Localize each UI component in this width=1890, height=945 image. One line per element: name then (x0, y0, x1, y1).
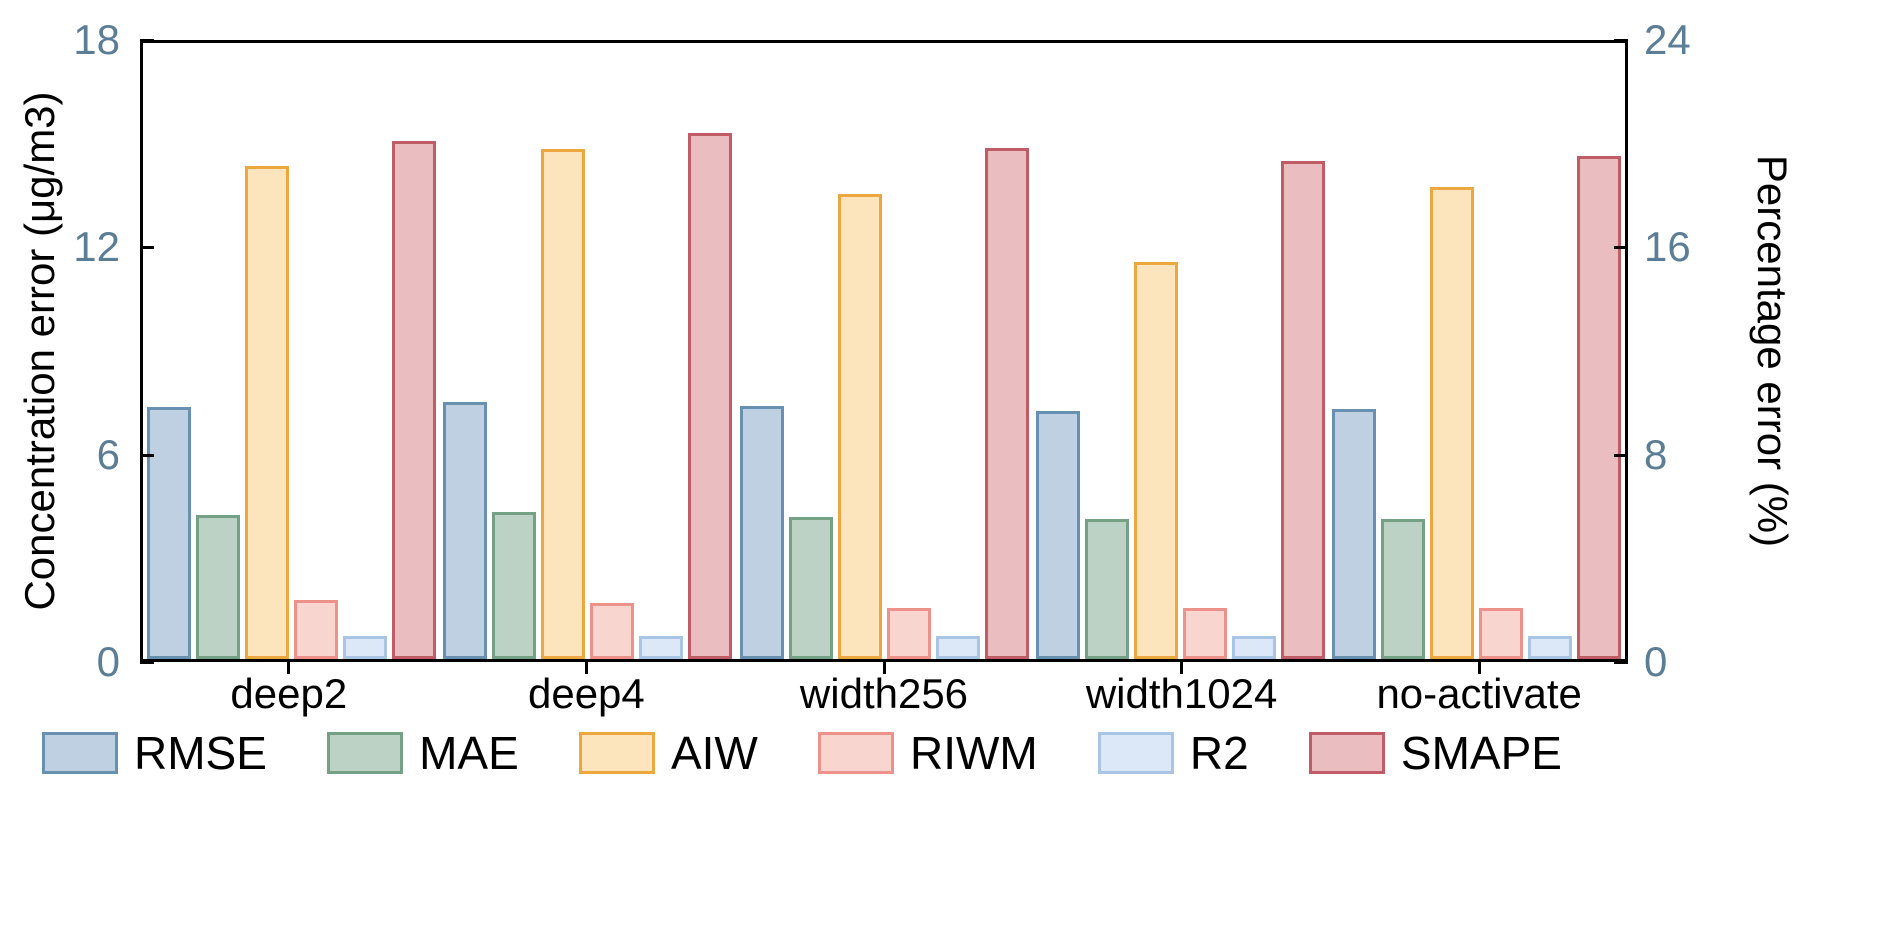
right-tick-mark-0 (1614, 661, 1628, 664)
legend-label-RIWM: RIWM (910, 727, 1038, 779)
left-axis-title: Concentration error (μg/m3) (16, 91, 63, 611)
legend-item-R2: R2 (1097, 726, 1249, 780)
left-tick-mark-6 (140, 453, 154, 457)
right-tick-mark-8 (1614, 453, 1628, 457)
category-label-deep4: deep4 (527, 670, 645, 717)
bar-SMAPE-deep2 (391, 140, 436, 659)
bar-RMSE-deep4 (443, 402, 488, 659)
bar-RMSE-width1024 (1035, 410, 1080, 659)
left-tick-mark-18 (140, 39, 154, 42)
legend: RMSE MAE AIW RIWM R2 SMAPE (42, 726, 1562, 780)
bar-AIW-deep4 (541, 149, 586, 659)
legend-swatch-AIW (578, 732, 655, 774)
left-tick-label-18: 18 (73, 16, 120, 63)
bar-group-width256 (736, 43, 1032, 659)
right-tick-mark-16 (1614, 246, 1628, 250)
bar-R2-deep4 (639, 635, 684, 659)
category-label-no-activate: no-activate (1376, 670, 1582, 717)
category-label-width1024: width1024 (1085, 670, 1278, 717)
legend-item-RMSE: RMSE (42, 726, 267, 780)
bar-MAE-width1024 (1084, 518, 1129, 659)
bar-RIWM-no-activate (1479, 607, 1524, 659)
legend-swatch-SMAPE (1308, 732, 1385, 774)
category-axis-labels: deep2 deep4 width256 width1024 no-activate (140, 670, 1628, 718)
right-tick-label-8: 8 (1644, 430, 1668, 478)
legend-label-R2: R2 (1189, 727, 1249, 779)
bar-MAE-no-activate (1381, 518, 1426, 659)
bar-RIWM-deep4 (590, 602, 635, 659)
category-label-width256: width256 (799, 670, 969, 717)
bar-RIWM-width256 (886, 607, 931, 659)
legend-label-SMAPE: SMAPE (1400, 727, 1562, 779)
legend-item-AIW: AIW (578, 726, 758, 780)
legend-swatch-RIWM (818, 732, 894, 774)
bar-SMAPE-no-activate (1577, 155, 1622, 659)
left-tick-label-0: 0 (96, 638, 120, 685)
bar-SMAPE-width256 (984, 148, 1029, 659)
legend-swatch-R2 (1097, 732, 1174, 774)
bar-RIWM-deep2 (293, 599, 338, 659)
bar-group-no-activate (1329, 43, 1625, 659)
bar-RMSE-no-activate (1332, 409, 1377, 659)
bar-AIW-width1024 (1133, 262, 1178, 659)
bar-R2-width256 (935, 635, 980, 659)
x-tick-mark-no-activate (1477, 662, 1481, 674)
legend-swatch-MAE (327, 732, 404, 774)
right-tick-label-0: 0 (1644, 638, 1668, 685)
x-tick-mark-deep4 (584, 662, 588, 674)
left-tick-mark-12 (140, 246, 154, 250)
bar-SMAPE-deep4 (688, 132, 733, 659)
legend-label-MAE: MAE (419, 727, 519, 779)
plot-area (140, 40, 1628, 662)
legend-item-MAE: MAE (327, 726, 519, 780)
left-tick-label-12: 12 (73, 223, 120, 271)
legend-label-AIW: AIW (670, 727, 758, 779)
right-tick-label-16: 16 (1644, 223, 1691, 271)
bar-R2-width1024 (1231, 635, 1276, 659)
category-label-deep2: deep2 (230, 670, 348, 717)
legend-item-SMAPE: SMAPE (1308, 726, 1562, 780)
right-tick-mark-24 (1614, 39, 1628, 42)
bar-AIW-deep2 (244, 166, 289, 659)
x-tick-mark-width256 (882, 662, 886, 674)
bar-RMSE-deep2 (146, 407, 191, 659)
x-tick-mark-width1024 (1180, 662, 1184, 674)
bar-SMAPE-width1024 (1280, 161, 1325, 659)
bar-MAE-width256 (788, 516, 833, 659)
right-axis-title: Percentage error (%) (1749, 154, 1796, 548)
bar-MAE-deep4 (492, 511, 537, 659)
legend-swatch-RMSE (42, 732, 118, 774)
legend-item-RIWM: RIWM (818, 726, 1038, 780)
bar-group-width1024 (1032, 43, 1328, 659)
bar-R2-deep2 (342, 635, 387, 659)
right-tick-label-24: 24 (1644, 16, 1691, 63)
bar-AIW-no-activate (1430, 186, 1475, 659)
left-tick-mark-0 (140, 661, 154, 664)
bar-RIWM-width1024 (1182, 607, 1227, 659)
left-tick-label-6: 6 (96, 430, 120, 478)
bar-group-deep4 (439, 43, 735, 659)
bar-R2-no-activate (1528, 635, 1573, 659)
bar-AIW-width256 (837, 193, 882, 659)
x-tick-mark-deep2 (287, 662, 291, 674)
bar-MAE-deep2 (195, 515, 240, 659)
legend-label-RMSE: RMSE (134, 727, 267, 779)
bar-group-deep2 (143, 43, 439, 659)
bar-RMSE-width256 (739, 405, 784, 659)
